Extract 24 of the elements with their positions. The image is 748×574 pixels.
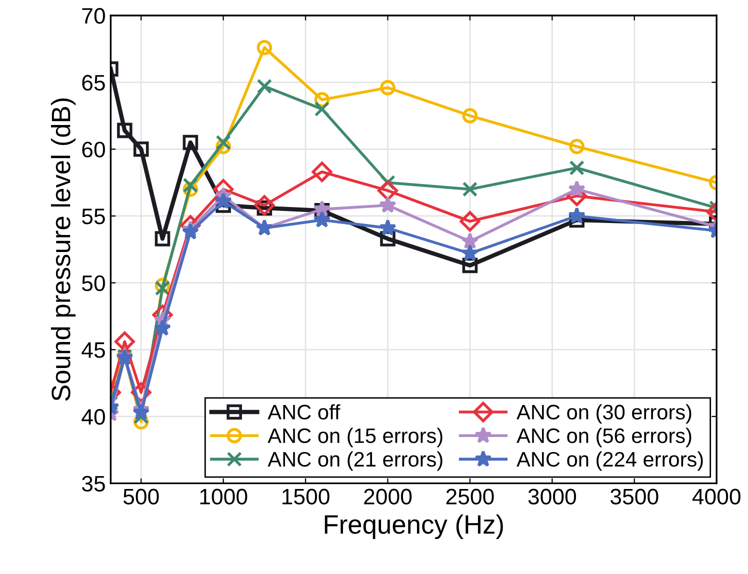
legend-label: ANC on (15 errors) xyxy=(268,428,442,448)
x-tick-label: 3000 xyxy=(528,488,576,504)
y-tick-label: 35 xyxy=(82,476,105,492)
legend-label: ANC on (56 errors) xyxy=(516,428,692,448)
x-tick-label: 3500 xyxy=(610,488,658,504)
x-tick-label: 2000 xyxy=(364,488,412,504)
y-tick-label: 40 xyxy=(82,409,105,425)
x-tick-label: 1500 xyxy=(282,488,330,504)
x-tick-label: 4000 xyxy=(692,488,740,504)
x-tick-label: 2500 xyxy=(446,488,494,504)
y-axis-title: Sound pressure level (dB) xyxy=(50,98,76,401)
y-tick-label: 45 xyxy=(82,342,105,358)
y-tick-label: 55 xyxy=(82,208,105,224)
x-tick-label: 1000 xyxy=(200,488,248,504)
legend-label: ANC on (21 errors) xyxy=(268,451,442,471)
y-tick-label: 60 xyxy=(82,142,105,158)
x-axis-title: Frequency (Hz) xyxy=(324,514,503,540)
y-tick-label: 70 xyxy=(82,8,105,24)
y-tick-label: 50 xyxy=(82,275,105,292)
legend-label: ANC on (30 errors) xyxy=(516,404,692,424)
legend-label: ANC off xyxy=(268,404,340,420)
y-tick-label: 65 xyxy=(82,74,105,91)
x-tick-label: 500 xyxy=(123,488,159,504)
legend-label: ANC on (224 errors) xyxy=(516,451,703,471)
